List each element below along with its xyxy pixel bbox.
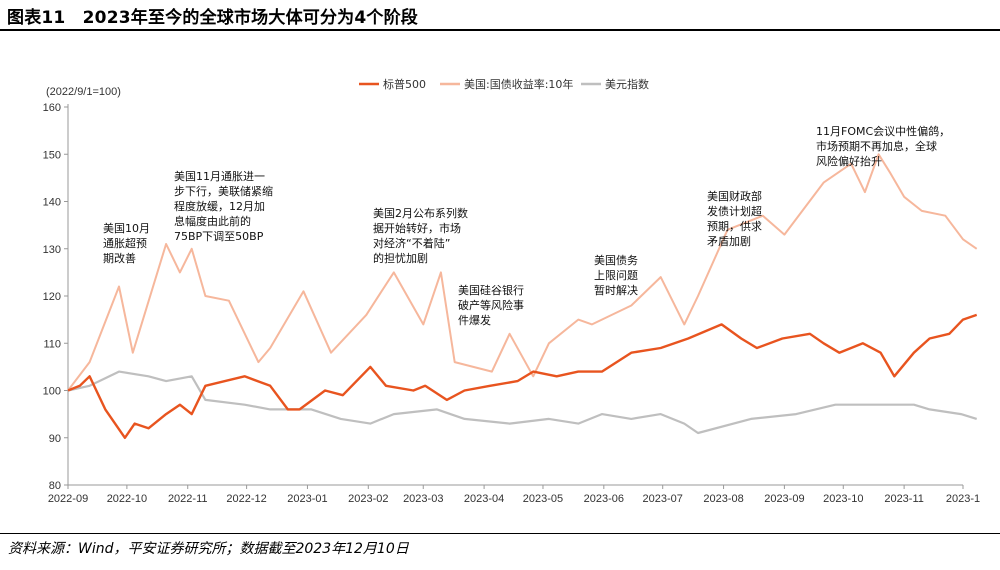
x-tick-label: 2022-10 [107, 493, 147, 505]
annotation-line: 件爆发 [458, 313, 491, 327]
annotation-line: 暂时解决 [594, 283, 638, 297]
annotation-line: 据开始转好，市场 [373, 221, 461, 235]
annotation-line: 上限问题 [594, 269, 638, 282]
annotation-line: 矛盾加剧 [707, 235, 751, 248]
annotation-line: 对经济“不着陆” [373, 236, 450, 250]
annotation-6: 美国财政部发债计划超预期，供求矛盾加剧 [707, 189, 762, 248]
annotation-line: 美国11月通胀进一 [174, 170, 265, 183]
y-tick-label: 160 [43, 102, 61, 114]
x-tick-label: 2023-10 [823, 493, 863, 505]
y-tick-label: 90 [49, 433, 61, 445]
x-tick-label: 2023-09 [764, 493, 804, 505]
annotation-line: 风险偏好抬升 [816, 154, 882, 168]
legend-label: 美元指数 [605, 77, 649, 91]
legend-label: 标普500 [383, 77, 426, 91]
annotation-line: 破产等风险事 [458, 298, 524, 312]
y-tick-label: 150 [43, 149, 61, 161]
annotation-line: 发债计划超 [707, 204, 762, 218]
annotation-line: 通胀超预 [103, 236, 147, 250]
series-line-1 [67, 153, 978, 392]
y-tick-label: 100 [43, 386, 61, 398]
x-tick-label: 2022-09 [48, 493, 88, 505]
x-tick-label: 2023-03 [403, 493, 443, 505]
title-rule [0, 29, 1000, 31]
annotation-line: 美国硅谷银行 [458, 283, 524, 297]
annotation-line: 美国财政部 [707, 189, 762, 203]
y-tick-label: 140 [43, 197, 61, 209]
chart-title: 图表11 2023年至今的全球市场大体可分为4个阶段 [7, 8, 418, 28]
annotation-1: 美国10月通胀超预期改善 [103, 222, 150, 265]
annotation-line: 期改善 [103, 251, 136, 265]
source-note: 资料来源：Wind，平安证券研究所；数据截至2023年12月10日 [8, 541, 409, 557]
annotation-5: 美国债务上限问题暂时解决 [594, 253, 638, 297]
annotation-3: 美国2月公布系列数据开始转好，市场对经济“不着陆”的担忧加剧 [373, 206, 468, 265]
annotation-2: 美国11月通胀进一步下行，美联储紧缩程度放缓，12月加息幅度由此前的 75BP下调… [174, 170, 273, 243]
x-tick-label: 2023-11 [884, 493, 924, 505]
annotation-line: 预期，供求 [707, 219, 762, 233]
annotation-7: 11月FOMC会议中性偏鸽，市场预期不再加息，全球风险偏好抬升 [816, 124, 950, 168]
annotation-line: 程度放缓，12月加 [174, 199, 265, 213]
y-tick-label: 130 [43, 244, 61, 256]
annotation-line: 息幅度由此前的 [174, 214, 251, 228]
annotation-line: 步下行，美联储紧缩 [174, 184, 273, 198]
x-tick-label: 2023-06 [584, 493, 624, 505]
legend-label: 美国:国债收益率:10年 [464, 77, 573, 91]
y-tick-label: 110 [43, 338, 61, 350]
x-tick-label: 2023-07 [643, 493, 683, 505]
annotation-line: 的担忧加剧 [373, 251, 428, 265]
footer-rule [0, 533, 1000, 534]
annotation-line: 市场预期不再加息，全球 [816, 139, 937, 153]
x-tick-label: 2023-05 [523, 493, 563, 505]
x-tick-label: 2022-12 [226, 493, 266, 505]
annotation-line: 美国2月公布系列数 [373, 206, 468, 220]
x-tick-label: 2023-02 [348, 493, 388, 505]
x-tick-label: 2023-04 [464, 493, 504, 505]
annotation-line: 美国债务 [594, 253, 638, 267]
series-line-2 [67, 370, 978, 435]
annotation-line: 11月FOMC会议中性偏鸽， [816, 124, 950, 138]
annotation-line: 75BP下调至50BP [174, 230, 264, 243]
x-tick-label: 2022-11 [168, 493, 208, 505]
x-tick-label: 2023-01 [287, 493, 327, 505]
annotation-line: 美国10月 [103, 222, 150, 235]
annotation-4: 美国硅谷银行破产等风险事件爆发 [458, 283, 524, 327]
series-line-0 [67, 313, 978, 439]
y-tick-label: 80 [49, 480, 61, 492]
x-tick-label: 2023-1 [946, 493, 980, 505]
x-tick-label: 2023-08 [703, 493, 743, 505]
y-tick-label: 120 [43, 291, 61, 303]
unit-label: (2022/9/1=100) [46, 86, 121, 98]
